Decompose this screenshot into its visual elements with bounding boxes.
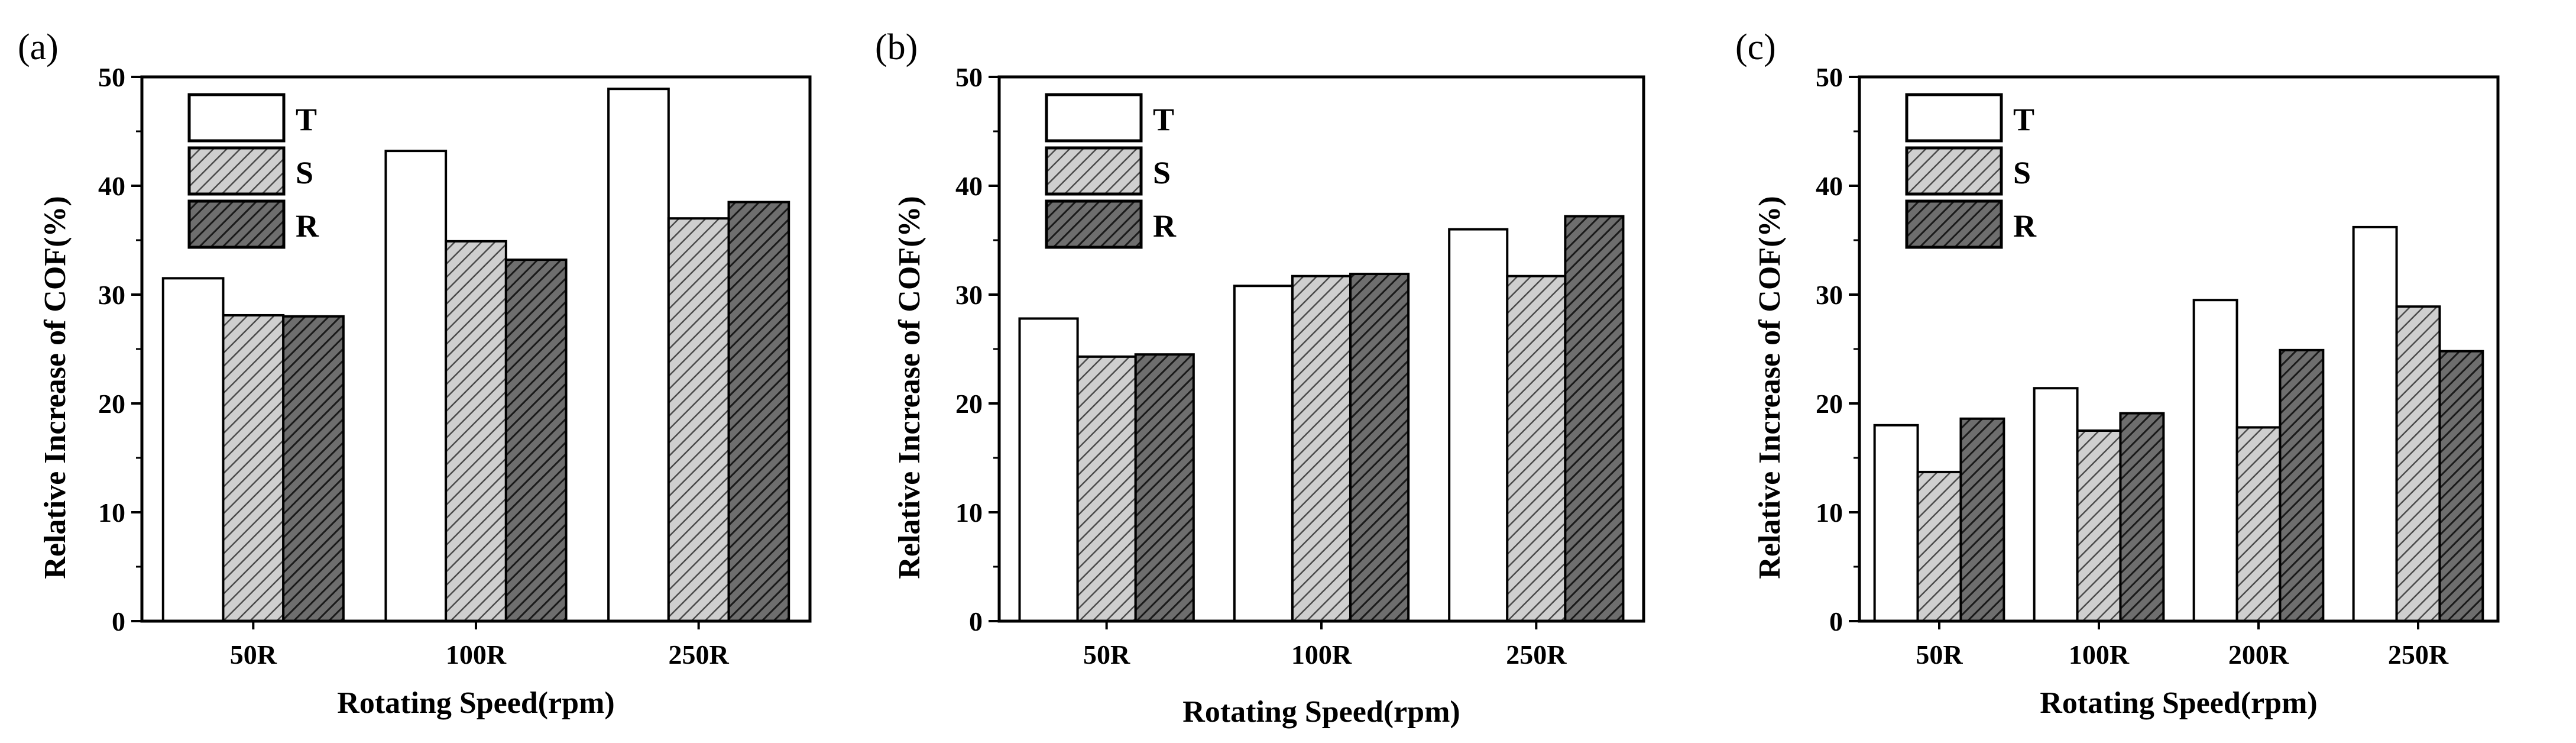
panel-b-ytick-label: 20 [955, 389, 983, 419]
panel-c-bar-s-50r [1916, 470, 1962, 622]
panel-c-legend-label-t: T [2013, 102, 2034, 137]
panel-c-xtick-label: 50R [1916, 639, 1963, 670]
panel-a-ytick-label: 10 [98, 498, 125, 528]
panel-b-frame [997, 75, 1645, 623]
panel-a-xlabel: Rotating Speed(rpm) [337, 686, 614, 720]
panel-b-xlabel: Rotating Speed(rpm) [1182, 695, 1460, 729]
panel-c-ytick-label: 30 [1816, 280, 1843, 310]
panel-a-legend-label-r: R [296, 208, 319, 244]
panel-c-ytick-label: 50 [1816, 62, 1843, 92]
panel-c-ytick-label: 20 [1816, 389, 1843, 419]
panel-a-legend-swatch-s [187, 146, 286, 196]
panel-b-legend-swatch-s [1045, 146, 1143, 196]
panel-a-bar-t-250r [607, 88, 670, 623]
panel-c-bar-t-50r [1873, 424, 1919, 622]
panel-b-bar-s-50r [1076, 355, 1137, 622]
panel-b-ytick-label: 50 [955, 62, 983, 92]
panel-c-bar-s-200r [2235, 426, 2282, 622]
panel-c-ytick-label: 0 [1829, 606, 1843, 637]
panel-a-bar-r-250r [727, 201, 790, 623]
panel-b-bar-t-250r [1448, 228, 1509, 623]
panel-a-legend-swatch-r [187, 199, 286, 249]
panel-c-xtick-label: 100R [2069, 639, 2130, 670]
panel-b-ytick-label: 10 [955, 498, 983, 528]
panel-a-bar-t-100r [384, 150, 448, 622]
panel-a-xtick-label: 250R [669, 639, 730, 670]
panel-c-legend-swatch-r [1905, 199, 2003, 249]
panel-c: (c) Relative Increase of COF(%) Rotating… [1735, 27, 2500, 720]
panel-a-legend-swatch-t [187, 93, 286, 143]
panel-b-ytick-label: 30 [955, 280, 983, 310]
panel-a-legend-label-s: S [296, 155, 313, 190]
panel-c-xlabel: Rotating Speed(rpm) [2040, 686, 2317, 720]
panel-b-bar-s-250r [1506, 274, 1567, 623]
panel-c-legend-label-s: S [2013, 155, 2031, 190]
panel-c-bar-t-100r [2033, 387, 2079, 622]
panel-a-bar-s-50r [222, 314, 285, 622]
panel-b-label: (b) [875, 27, 918, 67]
panel-a-ytick-label: 30 [98, 280, 125, 310]
panel-c-legend-label-r: R [2013, 208, 2037, 244]
panel-a-legend-label-t: T [296, 102, 317, 137]
panel-c-label: (c) [1735, 27, 1776, 67]
panel-b-bar-r-100r [1349, 273, 1410, 623]
panel-a-ytick-label: 40 [98, 171, 125, 201]
panel-b-bar-t-50r [1018, 317, 1079, 622]
panel-a-ytick-label: 20 [98, 389, 125, 419]
panel-c-xtick-label: 200R [2228, 639, 2289, 670]
panel-b-legend-swatch-r [1045, 199, 1143, 249]
panel-a-bar-s-100r [445, 240, 507, 622]
panel-b-ytick-label: 0 [969, 606, 983, 637]
panel-c-bar-s-100r [2076, 429, 2122, 622]
panel-a: (a) Relative Increase of COF(%) Rotating… [18, 27, 812, 720]
panel-b-xtick-label: 250R [1506, 639, 1567, 670]
panel-a-xtick-label: 50R [230, 639, 277, 670]
panel-b-legend-label-s: S [1153, 155, 1171, 190]
panel-c-plot: 50R 100R 200R 250R 0 10 20 30 40 50 TSR [1816, 62, 2500, 670]
panel-c-bar-t-200r [2192, 299, 2238, 622]
panel-a-frame [140, 75, 812, 623]
panel-c-bar-r-50r [1959, 417, 2005, 622]
panel-b-xtick-label: 50R [1083, 639, 1130, 670]
panel-b-legend-swatch-t [1045, 93, 1143, 143]
panel-a-bar-r-100r [504, 259, 568, 622]
panel-a-ylabel: Relative Increase of COF(%) [38, 196, 72, 579]
panel-c-ytick-label: 40 [1816, 171, 1843, 201]
panel-a-bar-t-50r [161, 277, 225, 622]
panel-b-legend-label-t: T [1153, 102, 1174, 137]
panel-c-bar-r-100r [2119, 412, 2165, 622]
panel-b-legend-label-r: R [1153, 208, 1177, 244]
panel-c-ylabel: Relative Increase of COF(%) [1753, 196, 1787, 579]
panel-c-ytick-label: 10 [1816, 498, 1843, 528]
panel-a-bar-s-250r [667, 217, 730, 622]
panel-b-plot: 50R 100R 250R 0 10 20 30 40 50 TSR [955, 62, 1645, 670]
panel-c-bar-t-250r [2352, 225, 2398, 623]
panel-a-label: (a) [18, 27, 59, 67]
panel-b-bar-r-250r [1564, 215, 1625, 622]
panel-b-bar-s-100r [1291, 274, 1352, 623]
panel-b: (b) Relative Increase of COF(%) Rotating… [875, 27, 1645, 729]
panel-c-bar-r-250r [2438, 350, 2484, 622]
panel-a-xtick-label: 100R [446, 639, 507, 670]
panel-b-ytick-label: 40 [955, 171, 983, 201]
panel-c-bar-r-200r [2279, 348, 2325, 623]
panel-b-bar-r-50r [1134, 353, 1195, 622]
panel-a-bar-r-50r [282, 315, 345, 622]
panel-b-bar-t-100r [1233, 285, 1294, 622]
panel-c-bar-s-250r [2395, 305, 2441, 622]
panel-c-legend-swatch-t [1905, 93, 2003, 143]
panel-a-plot: 50R 100R 250R 0 10 20 30 40 50 TSR [98, 62, 812, 670]
panel-b-ylabel: Relative Increase of COF(%) [893, 196, 926, 579]
panel-c-legend-swatch-s [1905, 146, 2003, 196]
panel-c-xtick-label: 250R [2388, 639, 2449, 670]
panel-b-xtick-label: 100R [1291, 639, 1352, 670]
panel-a-ytick-label: 0 [112, 606, 125, 637]
panel-a-ytick-label: 50 [98, 62, 125, 92]
panel-c-frame [1858, 75, 2500, 623]
